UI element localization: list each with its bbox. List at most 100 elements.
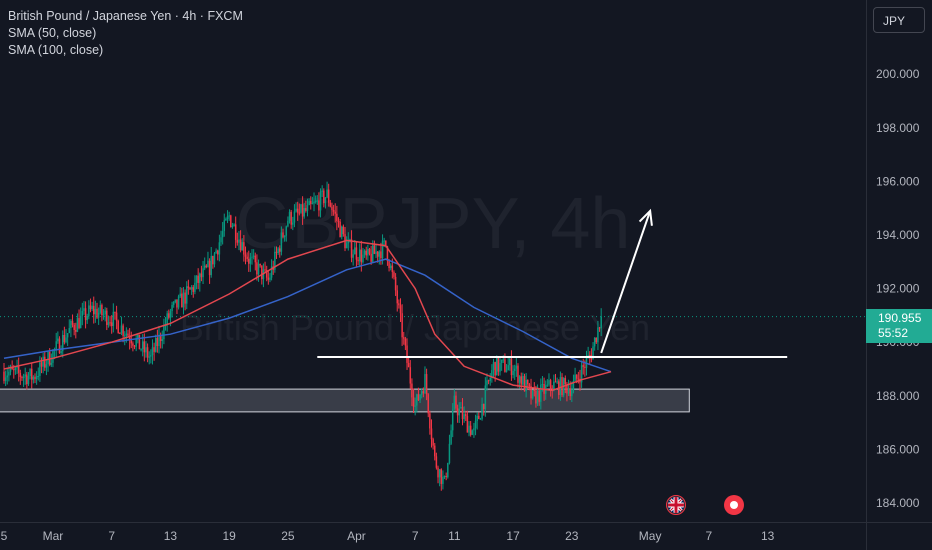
time-tick-label: 17 [506,529,520,543]
candle-body [422,391,425,394]
candle-body [298,212,301,214]
candle-body [551,388,553,391]
currency-button[interactable]: JPY [873,7,925,33]
candle-body [411,383,413,398]
candle-body [243,242,245,255]
candle-body [65,337,67,343]
candle-body [84,308,87,321]
candle-body [339,221,341,238]
candle-body [399,305,402,314]
candle-body [489,377,491,381]
candle-body [500,359,503,364]
candle-body [76,318,79,332]
candle-body [456,408,459,416]
candle-body [277,248,279,253]
candle-body [63,334,66,343]
candle-body [73,324,75,330]
candle-body [582,365,584,367]
candle-body [239,239,242,251]
time-tick-label: 5 [1,529,8,543]
candle-body [96,308,98,318]
projection-arrow-head [638,208,653,226]
candle-body [512,370,514,376]
candle-body [505,370,508,372]
candle-body [448,443,451,464]
candle-body [265,270,268,278]
legend-sma50[interactable]: SMA (50, close) [8,26,97,40]
candle-body [425,374,428,395]
candle-body [223,220,226,232]
candle-body [71,320,74,325]
economic-event-icon[interactable] [724,495,744,515]
candle-body [146,347,149,358]
candle-body [469,425,472,435]
candle-body [104,310,106,315]
candle-body [310,201,312,204]
candle-body [478,415,480,419]
candle-body [130,340,133,344]
legend-sma100[interactable]: SMA (100, close) [8,43,104,57]
candle-body [403,337,405,339]
candle-body [52,350,54,363]
candle-body [254,255,257,263]
candle-body [487,380,490,382]
candle-body [373,245,376,254]
candle-body [145,347,147,353]
price-axis: 184.000186.000188.000190.000192.000194.0… [876,67,920,510]
candle-body [110,322,113,327]
candle-body [202,268,204,278]
candle-body [600,316,602,329]
candle-body [362,254,364,263]
candle-body [424,374,426,394]
candle-body [406,345,408,363]
candle-body [577,378,580,380]
legend-symbol-title[interactable]: British Pound / Japanese Yen · 4h · FXCM [8,9,243,23]
candle-body [350,239,353,258]
candle-body [132,343,134,346]
candle-body [465,414,467,417]
candle-body [50,362,53,365]
candle-body [115,312,118,321]
candle-body [396,290,398,304]
candle-body [264,269,266,271]
candle-body [32,376,35,380]
price-tick-label: 192.000 [876,282,920,296]
candle-body [303,208,305,217]
support-zone [0,388,690,413]
candle-body [185,286,188,304]
uk-flag-icon[interactable] [666,495,686,515]
candle-body [128,335,131,341]
candle-body [509,358,511,366]
time-tick-label: 7 [412,529,419,543]
candle-body [597,327,599,343]
candle-body [538,390,540,402]
candle-body [3,371,5,382]
candle-body [166,313,168,326]
candle-body [213,253,216,265]
candle-body [11,366,13,370]
candle-body [212,255,214,265]
candle-body [27,375,30,385]
candle-body [127,333,129,336]
candle-body [345,243,348,249]
candle-body [401,313,403,338]
candle-body [347,240,350,244]
candle-body [398,303,400,306]
candle-body [78,318,80,329]
candle-body [135,339,137,347]
candle-body [313,201,315,204]
candle-body [133,345,136,347]
candle-body [331,206,333,210]
candle-body [45,364,48,368]
candle-body [17,366,20,373]
candle-body [109,322,111,324]
candle-body [420,391,423,395]
candle-body [566,384,568,394]
candle-body [306,205,309,211]
candle-body [355,247,358,260]
candle-body [517,365,519,383]
candle-body [231,226,234,228]
candle-body [174,299,177,303]
